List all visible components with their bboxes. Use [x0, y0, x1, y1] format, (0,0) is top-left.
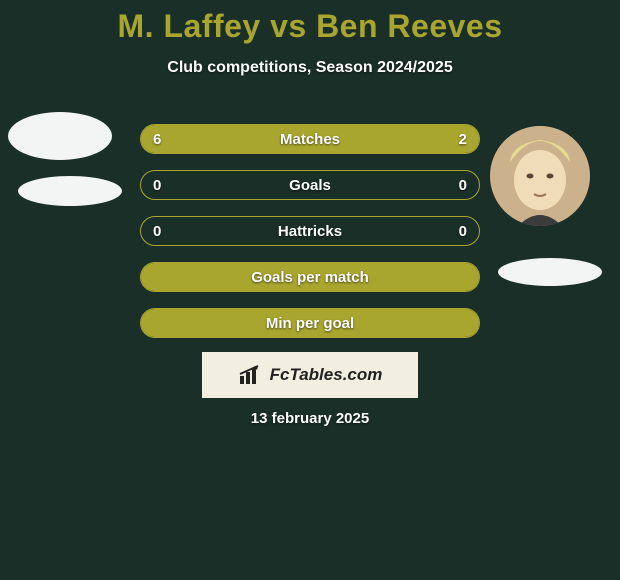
- bar-row-hattricks: 0 Hattricks 0: [140, 216, 480, 246]
- bars-icon: [238, 364, 264, 386]
- bar-label: Goals: [141, 171, 479, 199]
- bar-right-value: 0: [459, 171, 467, 199]
- bar-right-value: 0: [459, 217, 467, 245]
- bar-row-min-per-goal: Min per goal: [140, 308, 480, 338]
- brand-name: FcTables.com: [270, 365, 383, 385]
- page-title: M. Laffey vs Ben Reeves: [0, 0, 620, 45]
- bar-label: Goals per match: [141, 263, 479, 291]
- bar-label: Matches: [141, 125, 479, 153]
- face-icon: [490, 126, 590, 226]
- player-left-avatar: [8, 112, 112, 160]
- bar-row-goals-per-match: Goals per match: [140, 262, 480, 292]
- bar-row-goals: 0 Goals 0: [140, 170, 480, 200]
- brand-link[interactable]: FcTables.com: [202, 352, 418, 398]
- bar-label: Hattricks: [141, 217, 479, 245]
- bar-label: Min per goal: [141, 309, 479, 337]
- page-subtitle: Club competitions, Season 2024/2025: [0, 59, 620, 77]
- bar-right-value: 2: [459, 125, 467, 153]
- comparison-bars: 6 Matches 2 0 Goals 0 0 Hattricks 0 Goal…: [140, 124, 480, 354]
- bar-row-matches: 6 Matches 2: [140, 124, 480, 154]
- player-right-avatar: [490, 126, 590, 226]
- player-left-shadow: [18, 176, 122, 206]
- date-text: 13 february 2025: [0, 410, 620, 427]
- player-right-shadow: [498, 258, 602, 286]
